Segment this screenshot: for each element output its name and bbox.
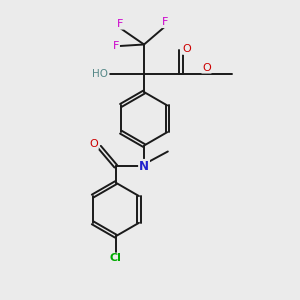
Text: F: F — [112, 41, 119, 51]
Text: HO: HO — [92, 69, 108, 79]
Text: N: N — [139, 160, 149, 173]
Text: F: F — [117, 19, 124, 29]
Text: O: O — [183, 44, 191, 54]
Text: O: O — [89, 139, 98, 149]
Text: O: O — [202, 63, 211, 73]
Text: Cl: Cl — [110, 254, 122, 263]
Text: F: F — [162, 17, 168, 27]
